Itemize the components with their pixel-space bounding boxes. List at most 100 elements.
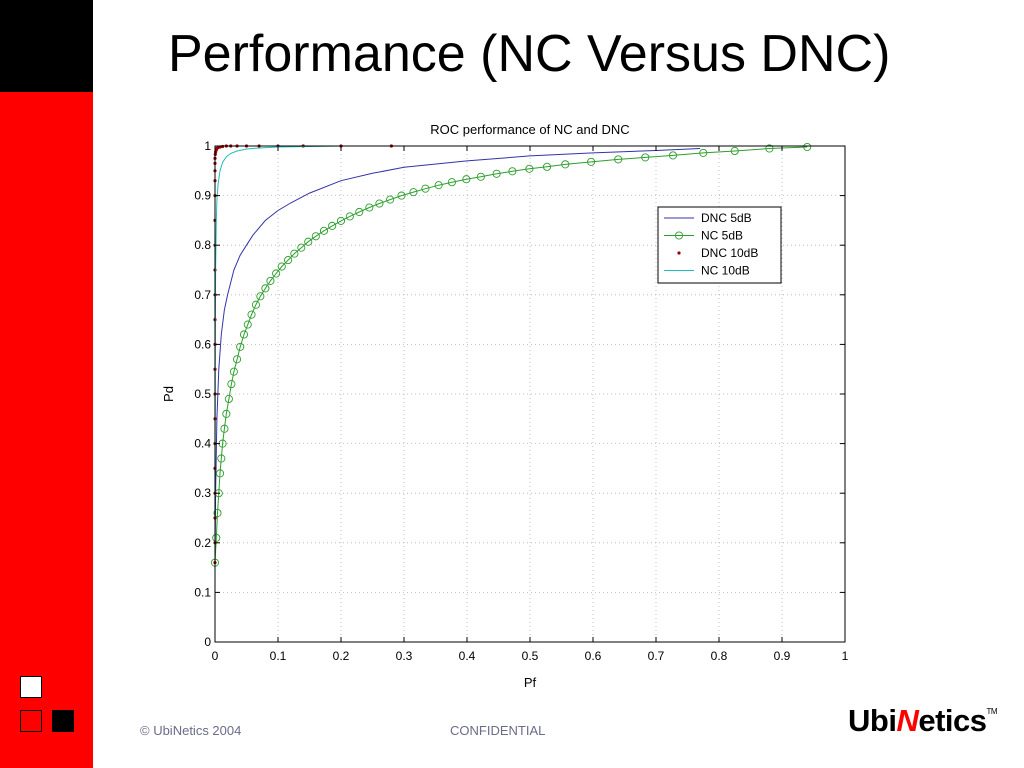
corner-black-block [0, 0, 93, 92]
data-point-nc-5db [730, 146, 739, 156]
data-point-nc-5db [222, 409, 231, 418]
data-point-nc-5db [213, 508, 222, 518]
data-point-nc-5db [236, 342, 245, 351]
logo-suffix: etics [918, 703, 987, 738]
data-point-nc-5db [409, 188, 418, 197]
data-point-nc-5db [272, 269, 281, 278]
data-point-nc-5db [765, 144, 774, 153]
data-point-nc-5db [247, 310, 256, 319]
data-point-nc-5db [261, 284, 270, 293]
data-point-nc-5db [345, 212, 354, 221]
y-tick-label: 0.2 [194, 536, 211, 550]
data-point-nc-5db [229, 367, 238, 376]
x-tick-label: 0.2 [333, 649, 350, 663]
y-tick-label: 0.7 [194, 288, 211, 302]
legend-marker [674, 231, 684, 240]
y-tick-label: 0.8 [194, 238, 211, 252]
data-point-nc-5db [290, 249, 299, 258]
data-point-nc-5db [217, 454, 226, 463]
footer-copyright: © UbiNetics 2004 [140, 723, 242, 738]
x-tick-label: 0.8 [711, 649, 728, 663]
y-tick-label: 1 [204, 139, 211, 153]
x-tick-label: 0 [212, 649, 219, 663]
y-tick-label: 0.4 [194, 437, 211, 451]
data-point-nc-5db [614, 155, 623, 164]
x-tick-label: 0.1 [270, 649, 287, 663]
slide-title: Performance (NC Versus DNC) [168, 25, 891, 83]
data-point-nc-5db [215, 469, 225, 478]
data-point-nc-5db [251, 300, 260, 309]
data-point-nc-5db [492, 169, 501, 178]
legend-label: NC 10dB [701, 264, 750, 278]
legend-label: DNC 5dB [701, 211, 752, 225]
x-tick-label: 0.9 [774, 649, 791, 663]
x-tick-label: 1 [842, 649, 849, 663]
data-point-nc-5db [311, 232, 320, 241]
data-point-nc-5db [297, 243, 306, 252]
y-tick-label: 0.6 [194, 337, 211, 351]
decorative-square-white [20, 676, 42, 698]
y-tick-label: 0.5 [194, 387, 211, 401]
data-point-nc-5db [447, 178, 456, 187]
data-point-nc-5db [803, 142, 812, 152]
data-point-nc-5db [239, 330, 249, 339]
y-tick-label: 0.3 [194, 486, 211, 500]
data-point-nc-5db [542, 162, 552, 171]
data-point-nc-5db [641, 153, 650, 162]
legend-label: DNC 10dB [701, 246, 758, 260]
legend-label: NC 5dB [701, 229, 743, 243]
y-axis-label: Pd [161, 386, 176, 402]
logo-trademark: TM [986, 707, 998, 716]
data-point-nc-5db [375, 199, 384, 208]
x-axis-label: Pf [524, 675, 537, 690]
data-point-nc-5db [355, 207, 364, 217]
data-point-nc-5db [421, 184, 430, 193]
data-point-nc-5db [328, 221, 337, 230]
chart-title: ROC performance of NC and DNC [430, 122, 629, 137]
x-tick-label: 0.7 [648, 649, 665, 663]
data-point-nc-5db [220, 424, 229, 433]
data-point-nc-5db [336, 216, 346, 225]
data-point-nc-5db [232, 355, 242, 364]
data-point-nc-5db [256, 292, 265, 301]
footer-confidential: CONFIDENTIAL [450, 723, 546, 738]
logo-accent: N [896, 703, 919, 738]
data-point-nc-5db [319, 226, 329, 235]
decorative-square-black [52, 710, 74, 732]
decorative-square-red [20, 710, 42, 732]
data-point-nc-5db [277, 262, 286, 271]
y-tick-label: 0 [204, 635, 211, 649]
legend-marker [677, 251, 681, 255]
company-logo: UbiNeticsTM [848, 703, 998, 739]
data-point-nc-5db [227, 380, 236, 389]
data-point-nc-5db [587, 157, 596, 166]
x-tick-label: 0.3 [396, 649, 413, 663]
series-line-3 [214, 145, 392, 563]
series-line-1 [214, 146, 808, 563]
data-point-nc-5db [668, 151, 678, 160]
data-point-nc-5db [434, 181, 443, 190]
data-point-nc-5db [699, 148, 708, 157]
data-point-nc-5db [304, 237, 313, 246]
y-tick-label: 0.9 [194, 189, 211, 203]
data-point-nc-5db [525, 164, 534, 173]
data-point-nc-5db [508, 167, 517, 176]
data-point-nc-5db [476, 172, 485, 181]
data-point-nc-5db [561, 160, 570, 169]
sidebar-red-bar [0, 0, 93, 768]
data-point-nc-5db [462, 175, 471, 184]
data-point-nc-5db [397, 191, 406, 200]
y-tick-label: 0.1 [194, 585, 211, 599]
data-point-nc-5db [365, 203, 374, 212]
data-point-nc-5db [243, 320, 252, 329]
data-point-nc-5db [266, 276, 275, 285]
data-point-nc-5db [224, 394, 233, 404]
x-tick-label: 0.4 [459, 649, 476, 663]
series-line-0 [214, 148, 701, 563]
data-point-nc-5db [386, 195, 395, 204]
x-tick-label: 0.5 [522, 649, 539, 663]
data-point-nc-5db [212, 533, 221, 542]
data-point-nc-5db [284, 256, 293, 265]
logo-prefix: Ubi [848, 703, 897, 738]
